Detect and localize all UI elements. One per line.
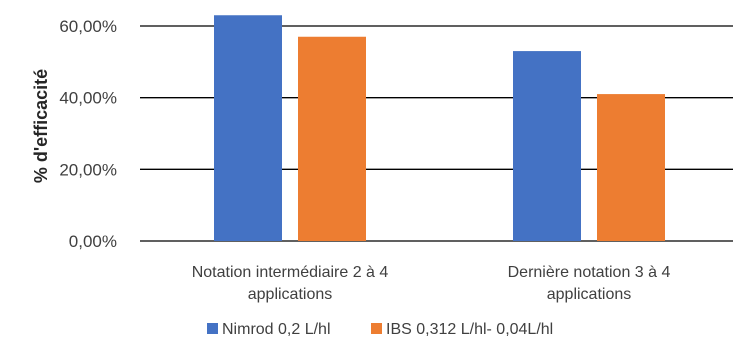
legend: Nimrod 0,2 L/hl IBS 0,312 L/hl- 0,04L/hl (207, 321, 553, 338)
legend-label: IBS 0,312 L/hl- 0,04L/hl (386, 321, 553, 338)
x-category-label-line: Dernière notation 3 à 4 (508, 264, 671, 281)
x-category-label-line: applications (248, 286, 333, 303)
y-axis-ticks: 0,00% 20,00% 40,00% 60,00% (59, 17, 117, 251)
y-tick-label: 0,00% (69, 232, 117, 251)
x-axis-categories: Notation intermédiaire 2 à 4 applications… (192, 264, 671, 303)
x-category-label: Dernière notation 3 à 4 applications (508, 264, 671, 303)
y-tick-label: 20,00% (59, 160, 117, 179)
x-category-label-line: applications (547, 286, 632, 303)
y-axis-title: % d'efficacité (31, 69, 51, 183)
legend-swatch (371, 323, 382, 334)
bar-ibs-1 (298, 36, 366, 241)
bar-nimrod-2 (513, 51, 581, 242)
bars (214, 15, 665, 242)
bar-ibs-2 (597, 94, 665, 241)
bar-nimrod-1 (214, 15, 282, 241)
y-tick-label: 60,00% (59, 17, 117, 36)
legend-swatch (207, 323, 218, 334)
legend-label: Nimrod 0,2 L/hl (222, 321, 331, 338)
x-category-label: Notation intermédiaire 2 à 4 applications (192, 264, 389, 303)
x-category-label-line: Notation intermédiaire 2 à 4 (192, 264, 389, 281)
y-tick-label: 40,00% (59, 89, 117, 108)
